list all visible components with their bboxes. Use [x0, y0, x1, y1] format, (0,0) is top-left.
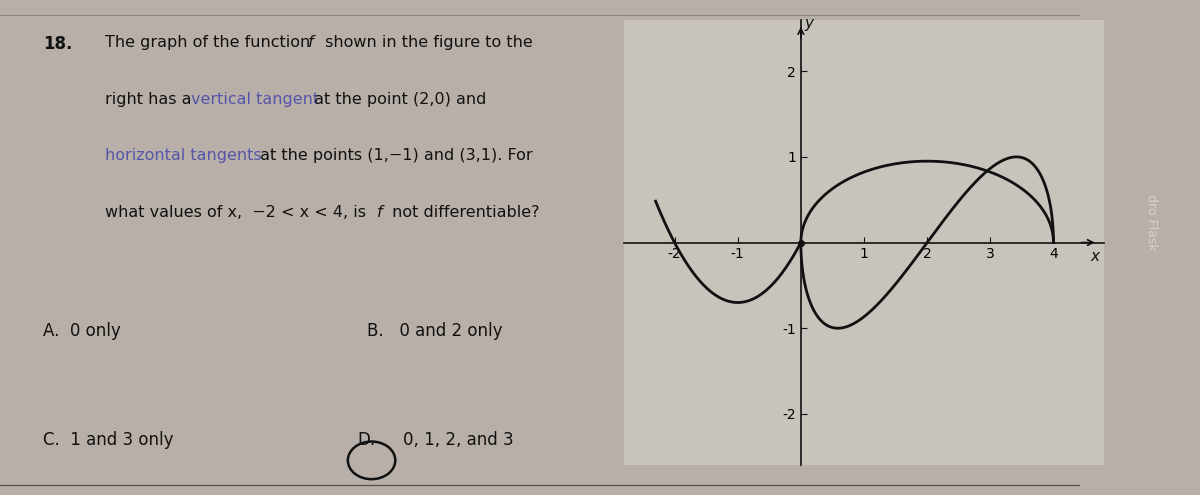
Text: not differentiable?: not differentiable?: [388, 205, 540, 220]
Text: dro Flask: dro Flask: [1146, 195, 1158, 251]
Text: at the point (2,0) and: at the point (2,0) and: [310, 92, 486, 106]
Text: x: x: [1090, 249, 1099, 264]
Text: y: y: [804, 16, 814, 31]
Text: at the points (1,−1) and (3,1). For: at the points (1,−1) and (3,1). For: [254, 148, 533, 163]
Text: C.  1 and 3 only: C. 1 and 3 only: [43, 431, 173, 448]
Text: right has a: right has a: [106, 92, 197, 106]
Text: 0, 1, 2, and 3: 0, 1, 2, and 3: [403, 431, 514, 448]
Text: what values of x,  −2 < x < 4, is: what values of x, −2 < x < 4, is: [106, 205, 371, 220]
Text: D.: D.: [358, 431, 376, 448]
Text: f: f: [377, 205, 382, 220]
Text: shown in the figure to the: shown in the figure to the: [320, 35, 533, 50]
Text: 18.: 18.: [43, 35, 72, 52]
Text: horizontal tangents: horizontal tangents: [106, 148, 262, 163]
Text: B.   0 and 2 only: B. 0 and 2 only: [367, 322, 503, 340]
Text: The graph of the function: The graph of the function: [106, 35, 316, 50]
Text: f: f: [308, 35, 313, 50]
Text: vertical tangent: vertical tangent: [191, 92, 319, 106]
Text: A.  0 only: A. 0 only: [43, 322, 120, 340]
